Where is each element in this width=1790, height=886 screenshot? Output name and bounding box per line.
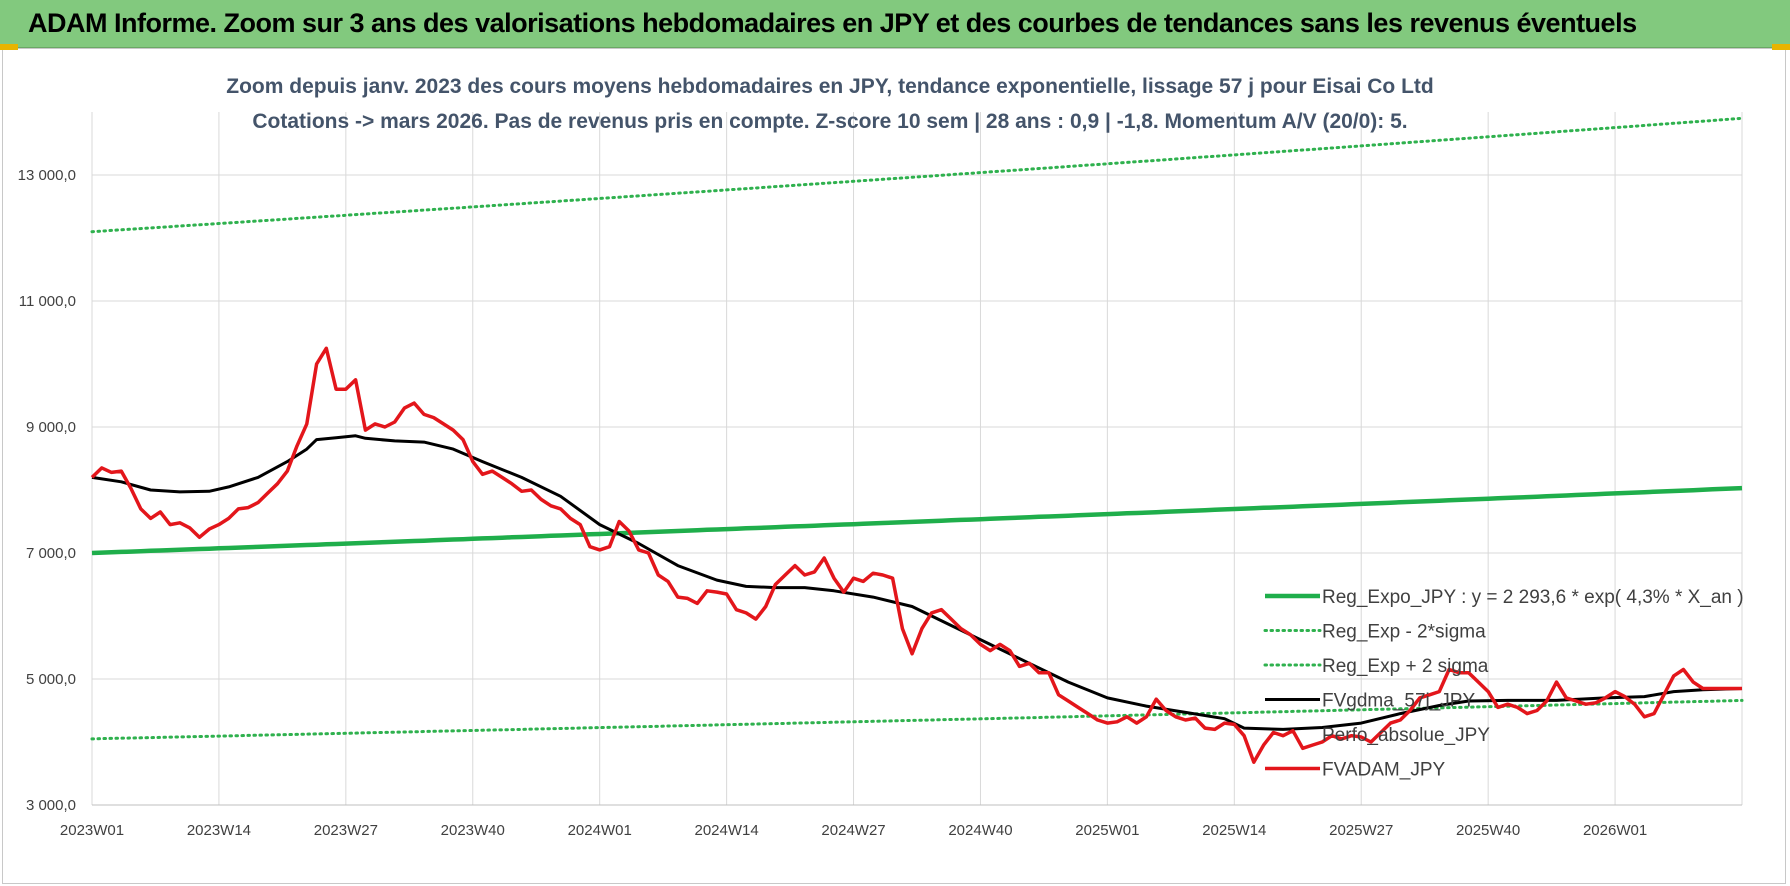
corner-marker-left — [0, 44, 18, 50]
y-tick-label: 9 000,0 — [26, 419, 76, 436]
x-tick-label: 2026W01 — [1583, 822, 1647, 839]
x-tick-label: 2023W40 — [441, 822, 505, 839]
x-tick-label: 2025W14 — [1202, 822, 1266, 839]
grid-lines — [91, 112, 1743, 806]
y-tick-label: 13 000,0 — [18, 167, 76, 184]
x-tick-label: 2025W27 — [1329, 822, 1393, 839]
legend-label: Reg_Exp - 2*sigma — [1322, 622, 1486, 643]
series-line-sigma-low — [90, 698, 1744, 741]
series-line-trend — [91, 485, 1743, 556]
corner-marker-right — [1772, 44, 1790, 50]
series-line-price — [90, 346, 1742, 764]
y-tick-label: 3 000,0 — [26, 797, 76, 814]
chart-frame — [2, 48, 1786, 884]
x-axis: 2023W01 2023W14 2023W27 2023W40 2024W01 2024W… — [60, 822, 1647, 839]
x-tick-label: 2023W01 — [60, 822, 124, 839]
legend-label: Reg_Expo_JPY : y = 2 293,6 * exp( 4,3% *… — [1322, 587, 1744, 608]
x-tick-label: 2025W01 — [1075, 822, 1139, 839]
series-line-smooth — [91, 434, 1743, 731]
x-tick-label: 2025W40 — [1456, 822, 1520, 839]
x-tick-label: 2024W27 — [821, 822, 885, 839]
chart-subtitle-line-2: Cotations -> mars 2026. Pas de revenus p… — [252, 110, 1407, 133]
legend: Reg_Expo_JPY : y = 2 293,6 * exp( 4,3% *… — [1263, 587, 1744, 781]
x-tick-label: 2023W27 — [314, 822, 378, 839]
y-tick-label: 5 000,0 — [26, 671, 76, 688]
chart-subtitle-line-1: Zoom depuis janv. 2023 des cours moyens … — [226, 75, 1434, 98]
x-tick-label: 2024W14 — [695, 822, 759, 839]
x-tick-label: 2023W14 — [187, 822, 251, 839]
series-line-sigma-high — [90, 116, 1744, 234]
legend-label: FVgdma_57j_JPY — [1322, 691, 1475, 712]
page-title: ADAM Informe. Zoom sur 3 ans des valoris… — [28, 8, 1637, 38]
x-tick-label: 2024W01 — [568, 822, 632, 839]
legend-label: Perfo_absolue_JPY — [1322, 725, 1490, 746]
y-tick-label: 11 000,0 — [19, 293, 76, 310]
y-tick-label: 7 000,0 — [26, 545, 76, 562]
legend-label: FVADAM_JPY — [1322, 760, 1446, 781]
plot-series — [90, 116, 1744, 764]
legend-label: Reg_Exp + 2 sigma — [1322, 656, 1489, 677]
header-banner: ADAM Informe. Zoom sur 3 ans des valoris… — [0, 0, 1790, 48]
y-axis: 3 000,0 5 000,0 7 000,0 9 000,0 11 000,0 13 0… — [18, 167, 76, 814]
x-tick-label: 2024W40 — [948, 822, 1012, 839]
